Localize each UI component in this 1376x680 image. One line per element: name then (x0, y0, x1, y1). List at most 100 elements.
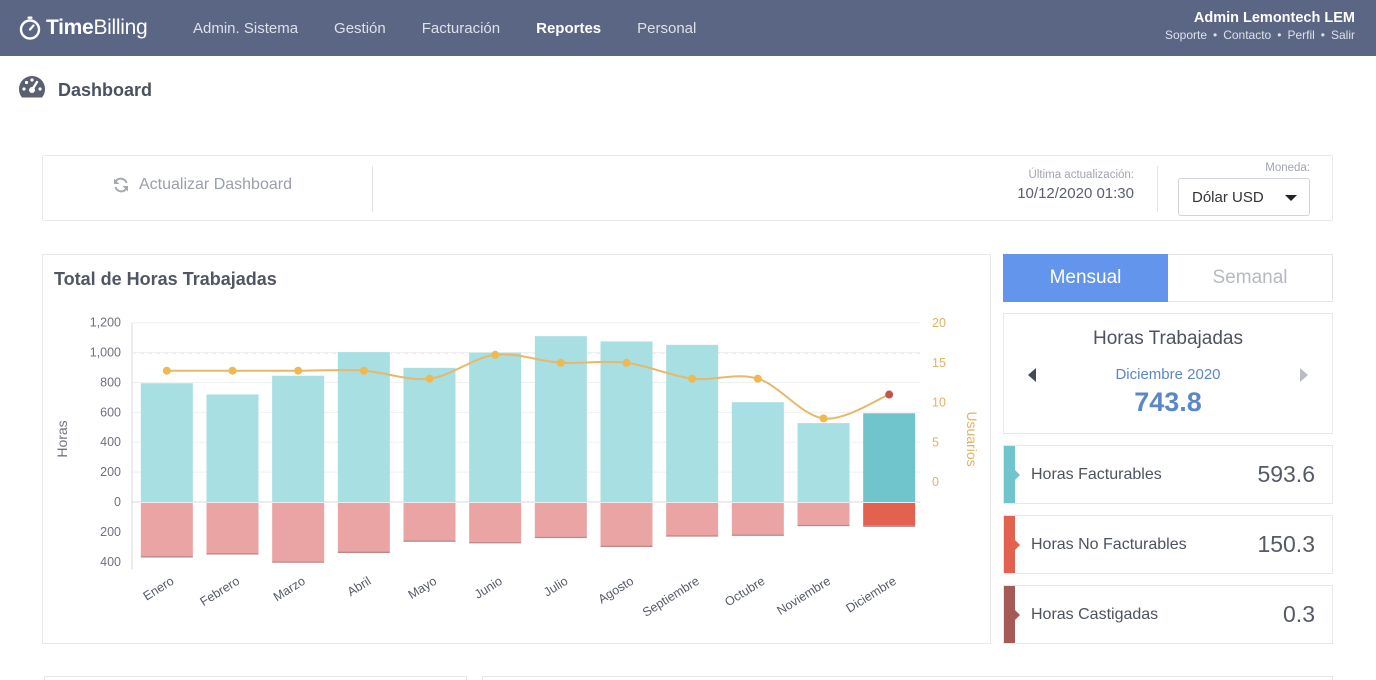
usuarios-point[interactable] (819, 414, 828, 423)
y-axis-label: Horas (54, 420, 70, 457)
stat-color-bar (1004, 516, 1015, 573)
x-tick-label: Octubre (722, 574, 767, 609)
link-salir[interactable]: Salir (1330, 28, 1355, 42)
period-toggle: Mensual Semanal (1003, 254, 1333, 302)
divider (372, 166, 373, 212)
bar-horas-facturables[interactable] (272, 375, 325, 502)
link-soporte[interactable]: Soporte (1164, 28, 1207, 42)
bar-horas-castigadas[interactable] (666, 535, 719, 537)
bar-horas-castigadas[interactable] (797, 524, 850, 527)
bar-horas-no-facturables[interactable] (666, 503, 719, 536)
link-separator: • (1213, 28, 1218, 42)
last-update: Última actualización: 10/12/2020 01:30 (1017, 169, 1134, 202)
refresh-dashboard-button[interactable]: Actualizar Dashboard (113, 176, 292, 194)
user-name[interactable]: Admin Lemontech LEM (1193, 10, 1355, 26)
x-tick-label: Agosto (596, 574, 636, 607)
bar-horas-no-facturables[interactable] (272, 503, 325, 562)
bar-horas-castigadas[interactable] (337, 551, 390, 554)
usuarios-point[interactable] (885, 390, 894, 399)
bar-horas-no-facturables[interactable] (863, 503, 916, 526)
stat-horas-no-facturables[interactable]: Horas No Facturables 150.3 (1003, 515, 1333, 574)
bar-horas-facturables[interactable] (666, 344, 719, 502)
y2-tick-label: 0 (932, 475, 939, 489)
usuarios-point[interactable] (425, 374, 434, 383)
bar-horas-castigadas[interactable] (206, 553, 259, 555)
prev-period-icon[interactable] (1028, 368, 1036, 382)
x-tick-label: Mayo (406, 574, 439, 602)
nav-admin-sistema[interactable]: Admin. Sistema (193, 19, 299, 37)
bar-horas-no-facturables[interactable] (797, 503, 850, 525)
hours-period: Diciembre 2020 (1115, 366, 1221, 383)
usuarios-point[interactable] (162, 366, 171, 375)
bar-horas-facturables[interactable] (337, 352, 390, 502)
bar-horas-no-facturables[interactable] (600, 503, 653, 546)
usuarios-point[interactable] (359, 366, 368, 375)
stat-notch (1015, 540, 1020, 550)
bar-horas-no-facturables[interactable] (206, 503, 259, 554)
brand-name-bold: Time (46, 16, 94, 39)
nav-gestion[interactable]: Gestión (334, 19, 386, 37)
nav-personal[interactable]: Personal (637, 19, 697, 37)
currency-select[interactable]: Dólar USD (1178, 178, 1310, 216)
bar-horas-no-facturables[interactable] (469, 503, 522, 542)
bar-horas-no-facturables[interactable] (534, 503, 587, 537)
tab-mensual[interactable]: Mensual (1003, 254, 1168, 302)
usuarios-point[interactable] (753, 374, 762, 383)
tab-semanal[interactable]: Semanal (1168, 254, 1333, 302)
bar-horas-castigadas[interactable] (731, 534, 784, 536)
usuarios-point[interactable] (228, 366, 237, 375)
hours-chart: 1,200 1,000 800 600 400 200 0 200 400 20 15 10 5 0 E… (54, 316, 980, 620)
nav-facturacion[interactable]: Facturación (421, 19, 501, 37)
timebilling-logo[interactable]: Time Billing (18, 14, 148, 42)
usuarios-point[interactable] (622, 358, 631, 367)
brand-name-regular: Billing (93, 16, 148, 39)
y-tick-label: 1,000 (90, 346, 121, 360)
link-perfil[interactable]: Perfil (1287, 28, 1315, 42)
bar-horas-facturables[interactable] (600, 341, 653, 502)
bar-horas-castigadas[interactable] (403, 540, 456, 542)
chart-title: Total de Horas Trabajadas (54, 269, 277, 289)
bar-horas-no-facturables[interactable] (337, 503, 390, 552)
stat-horas-facturables[interactable]: Horas Facturables 593.6 (1003, 445, 1333, 504)
y-tick-label: 1,200 (90, 316, 121, 330)
bar-horas-castigadas[interactable] (140, 556, 193, 558)
top-navbar: Time Billing Admin. Sistema Gestión Factu… (0, 0, 1376, 56)
y2-tick-label: 5 (932, 435, 939, 449)
bar-horas-facturables[interactable] (797, 423, 850, 502)
usuarios-point[interactable] (556, 358, 565, 367)
caret-down-icon (1285, 195, 1297, 201)
usuarios-point[interactable] (491, 350, 500, 359)
y2-tick-label: 20 (932, 316, 946, 330)
link-contacto[interactable]: Contacto (1223, 28, 1272, 42)
bottom-card-right (482, 676, 1333, 680)
bar-horas-facturables[interactable] (731, 402, 784, 502)
bar-horas-no-facturables[interactable] (731, 503, 784, 535)
bar-horas-facturables[interactable] (403, 367, 456, 502)
bar-horas-castigadas[interactable] (600, 545, 653, 548)
nav-reportes[interactable]: Reportes (536, 19, 602, 37)
bar-horas-castigadas[interactable] (863, 525, 916, 527)
bar-horas-castigadas[interactable] (272, 561, 325, 563)
x-tick-label: Abril (345, 574, 374, 599)
main-nav: Admin. Sistema Gestión Facturación Repor… (193, 0, 732, 56)
currency-value: Dólar USD (1192, 188, 1264, 206)
y-tick-label: 400 (100, 555, 121, 569)
y-tick-label: 200 (100, 525, 121, 539)
bar-horas-facturables[interactable] (140, 383, 193, 502)
stat-horas-castigadas[interactable]: Horas Castigadas 0.3 (1003, 585, 1333, 644)
x-tick-label: Febrero (198, 574, 243, 609)
x-tick-label: Enero (141, 574, 177, 604)
bar-horas-castigadas[interactable] (469, 541, 522, 544)
bar-horas-no-facturables[interactable] (403, 503, 456, 541)
bar-horas-facturables[interactable] (469, 352, 522, 502)
bar-horas-facturables[interactable] (863, 413, 916, 502)
bar-horas-no-facturables[interactable] (140, 503, 193, 557)
usuarios-point[interactable] (294, 366, 303, 375)
usuarios-point[interactable] (688, 374, 697, 383)
refresh-label: Actualizar Dashboard (139, 176, 292, 193)
bar-horas-castigadas[interactable] (534, 536, 587, 539)
stat-label: Horas Facturables (1031, 466, 1162, 483)
next-period-icon[interactable] (1300, 368, 1308, 382)
hours-worked-title: Horas Trabajadas (1093, 328, 1243, 349)
bar-horas-facturables[interactable] (206, 394, 259, 502)
